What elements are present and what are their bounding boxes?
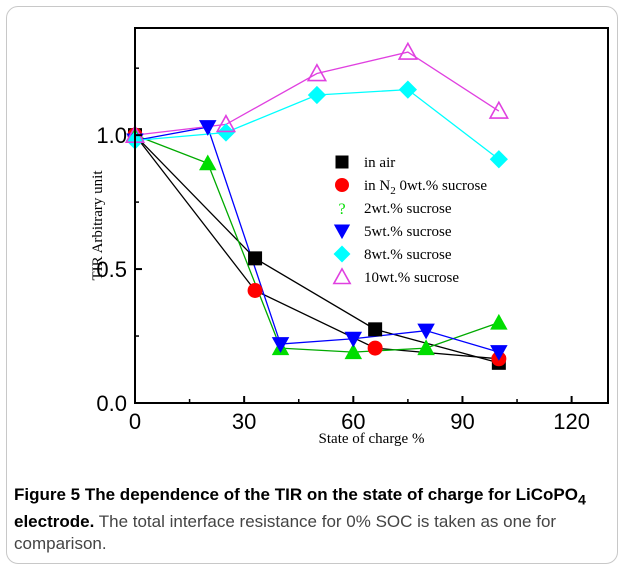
legend-label-1: in N2 0wt.% sucrose (364, 178, 487, 197)
data-point-2-3 (344, 343, 363, 360)
data-point-2-1 (199, 154, 217, 171)
data-point-5-1 (215, 114, 237, 133)
series-line-5 (134, 51, 500, 136)
y-axis-label: TIR Arbitrary unit (90, 170, 106, 281)
plot-frame (134, 27, 609, 404)
data-point-0-1 (248, 251, 263, 266)
data-point-4-1 (216, 123, 236, 142)
data-point-1-2 (367, 340, 383, 356)
legend-symbol-4 (333, 245, 351, 263)
caption-compound-rest: electrode. (14, 512, 95, 532)
data-point-5-4 (488, 100, 509, 119)
y-tick-label: 1.0 (96, 123, 127, 148)
data-point-2-5 (490, 313, 508, 330)
caption-compound: LiCoPO4 (515, 485, 586, 509)
legend: in air in N2 0wt.% sucrose? 2wt.% sucrose 5… (332, 155, 487, 286)
x-axis-label: State of charge % (319, 431, 425, 447)
legend-symbol-5 (332, 267, 352, 285)
x-tick-label: 0 (129, 409, 141, 434)
series-line-2 (134, 134, 500, 353)
legend-symbol-0 (335, 155, 349, 169)
x-tick-label: 30 (232, 409, 256, 434)
data-point-0-2 (368, 322, 383, 337)
data-point-3-4 (417, 323, 435, 340)
legend-symbol-3 (333, 224, 351, 240)
tir-chart: 0 30 60 90 120 0.0 0.5 1.0 State of charge % TI… (90, 27, 609, 447)
x-tick-label: 90 (450, 409, 474, 434)
series-line-0 (134, 134, 500, 364)
caption-title: The dependence of the TIR on the state o… (84, 485, 511, 504)
data-point-3-5 (490, 345, 508, 361)
caption-text: The total interface resistance for 0% SO… (14, 512, 557, 554)
legend-label-5: 10wt.% sucrose (364, 270, 459, 286)
legend-label-2: 2wt.% sucrose (364, 201, 452, 217)
data-point-4-2 (307, 85, 327, 105)
data-point-4-4 (489, 150, 508, 169)
data-point-3-3 (344, 331, 363, 348)
y-tick-label: 0.0 (96, 391, 127, 416)
figure-caption: Figure 5 The dependence of the TIR on th… (14, 484, 610, 555)
data-point-2-4 (417, 339, 435, 356)
x-tick-label: 60 (341, 409, 365, 434)
legend-label-3: 5wt.% sucrose (364, 224, 452, 240)
y-tick-label: 0.5 (96, 257, 127, 282)
data-point-5-3 (397, 41, 418, 60)
data-point-5-2 (306, 63, 328, 82)
legend-label-4: 8wt.% sucrose (364, 247, 452, 263)
legend-label-0: in air (364, 155, 395, 171)
data-point-1-1 (247, 283, 263, 298)
legend-symbol-2: ? (338, 201, 345, 218)
data-point-3-1 (199, 120, 217, 136)
caption-label: Figure 5 (14, 485, 81, 504)
legend-symbol-1 (335, 178, 349, 192)
series-line-3 (134, 126, 500, 353)
data-point-4-3 (398, 80, 417, 99)
x-tick-label: 120 (553, 409, 590, 434)
data-point-3-2 (271, 337, 290, 353)
series-line-1 (134, 134, 499, 360)
